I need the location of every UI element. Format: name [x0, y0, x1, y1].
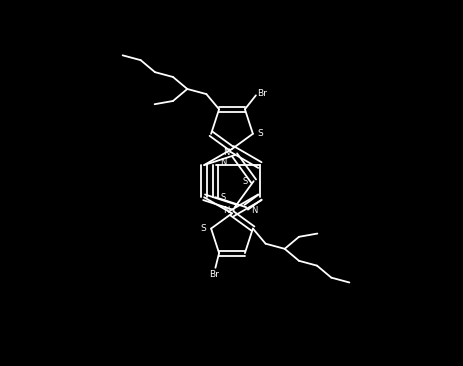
- Text: S: S: [257, 129, 263, 138]
- Text: Br: Br: [208, 270, 218, 279]
- Text: N: N: [250, 206, 257, 214]
- Text: Br: Br: [257, 89, 267, 98]
- Text: S: S: [220, 193, 226, 202]
- Text: N: N: [223, 148, 229, 157]
- Text: S: S: [243, 177, 248, 186]
- Text: N: N: [223, 206, 229, 214]
- Text: S: S: [200, 224, 206, 233]
- Text: N: N: [220, 158, 226, 167]
